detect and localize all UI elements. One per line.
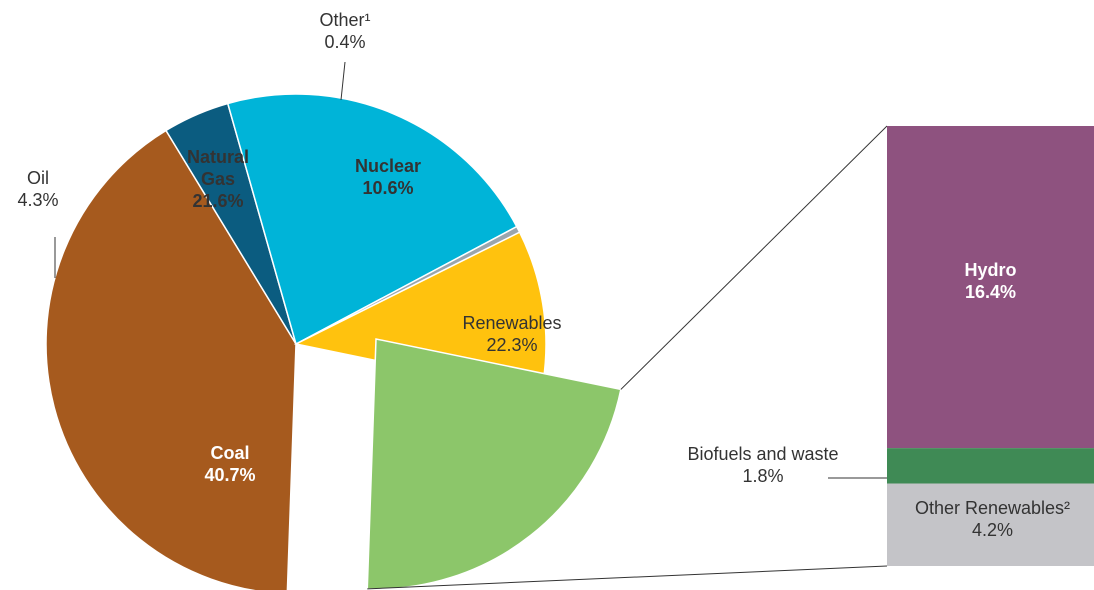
bar-segment-hydro xyxy=(887,126,1094,449)
pie-label-renewables: Renewables 22.3% xyxy=(462,313,561,355)
bar-label-biofuels-and-waste: Biofuels and waste 1.8% xyxy=(687,444,838,486)
connector-top xyxy=(620,125,888,390)
pie-chart xyxy=(45,93,622,590)
bar-label-hydro: Hydro 16.4% xyxy=(964,260,1016,302)
pie-label-oil: Oil 4.3% xyxy=(17,168,58,210)
other-leader-line xyxy=(340,61,346,101)
pie-label-other: Other¹ 0.4% xyxy=(319,10,370,52)
bar-segment-other-renewables xyxy=(887,483,1094,566)
explode-connectors xyxy=(367,125,888,590)
pie-slice-natural-gas xyxy=(226,93,518,346)
pie-slice-coal xyxy=(45,129,297,590)
pie-label-coal: Coal 40.7% xyxy=(204,443,255,485)
pie-label-nuclear: Nuclear 10.6% xyxy=(355,156,421,198)
pie-label-natural-gas: Natural Gas 21.6% xyxy=(187,147,249,211)
renewables-stacked-bar xyxy=(887,126,1094,566)
bar-label-other-renewables: Other Renewables² 4.2% xyxy=(915,498,1070,540)
chart-labels: Coal 40.7% Oil 4.3% Natural Gas 21.6% Other¹ 0.4… xyxy=(17,10,1070,540)
bar-segment-biofuels-and-waste xyxy=(887,448,1094,484)
connector-bottom xyxy=(367,565,888,590)
pie-slice-renewables xyxy=(366,338,622,590)
